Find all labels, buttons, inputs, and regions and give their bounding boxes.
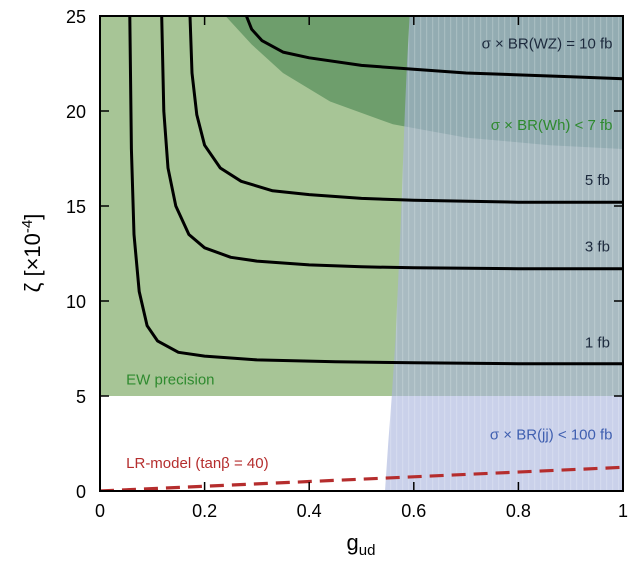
- y-tick-label: 5: [76, 387, 86, 407]
- annotation-br-wz-10-fb: σ × BR(WZ) = 10 fb: [482, 35, 613, 52]
- curves-layer: [100, 16, 623, 491]
- plot-frame: [99, 15, 624, 492]
- curve-3-fb: [160, 16, 623, 271]
- x-tick-label: 0.6: [401, 501, 426, 521]
- curve-1-fb: [128, 16, 623, 366]
- x-tick-label: 0.8: [506, 501, 531, 521]
- y-tick-label: 0: [76, 482, 86, 502]
- curve-br-wz-10-fb: [245, 16, 623, 81]
- x-axis-title: gud: [347, 530, 376, 559]
- regions-layer: [100, 16, 623, 491]
- x-tick-label: 1: [618, 501, 628, 521]
- annotation-lr-model-tan-40: LR-model (tanβ = 40): [126, 455, 268, 472]
- curve-5-fb: [188, 16, 623, 204]
- annotation-br-wh-7-fb: σ × BR(Wh) < 7 fb: [491, 117, 613, 134]
- x-tick-label: 0.2: [192, 501, 217, 521]
- annotation-3-fb: 3 fb: [585, 239, 610, 256]
- y-tick-label: 25: [66, 7, 86, 27]
- annotation-ew-precision: EW precision: [126, 372, 214, 389]
- annotation-5-fb: 5 fb: [585, 172, 610, 189]
- y-axis-title: ζ [×10-4]: [19, 214, 45, 293]
- y-tick-label: 10: [66, 292, 86, 312]
- annotation-br-jj-100-fb: σ × BR(jj) < 100 fb: [490, 427, 613, 444]
- region-br-jj-100-fb: [385, 16, 623, 491]
- y-tick-label: 15: [66, 197, 86, 217]
- annotations-layer: σ × BR(WZ) = 10 fb σ × BR(Wh) < 7 fb 5 fb 3…: [126, 35, 612, 472]
- x-tick-label: 0: [95, 501, 105, 521]
- annotation-1-fb: 1 fb: [585, 335, 610, 352]
- x-tick-label: 0.4: [297, 501, 322, 521]
- y-tick-label: 20: [66, 102, 86, 122]
